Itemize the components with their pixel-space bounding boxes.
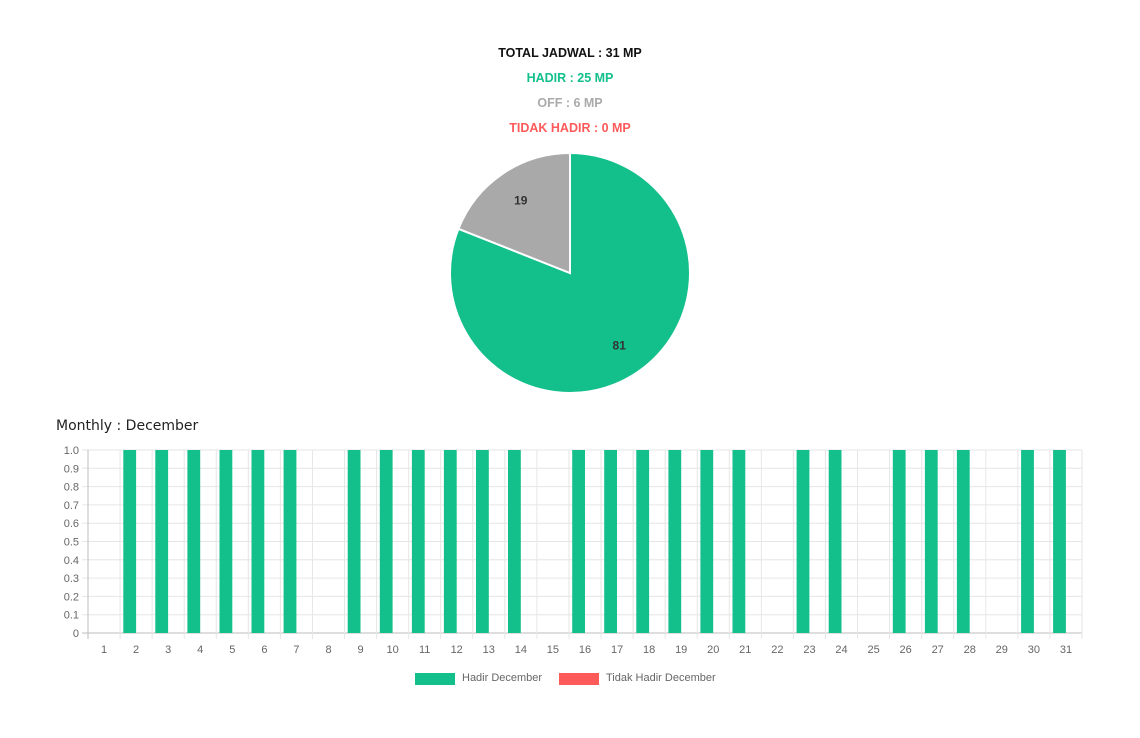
x-tick-label: 1 [101,644,107,656]
x-tick-label: 10 [386,644,398,656]
y-tick-label: 0.2 [64,591,79,603]
bar-hadir-day-19[interactable] [668,450,682,633]
bar-hadir-day-7[interactable] [283,450,297,633]
x-tick-label: 28 [964,644,976,656]
x-tick-label: 8 [325,644,331,656]
bar-hadir-day-10[interactable] [379,450,393,633]
bar-hadir-day-28[interactable] [956,450,970,633]
x-tick-label: 30 [1028,644,1040,656]
bar-hadir-day-23[interactable] [796,450,810,633]
x-tick-label: 7 [293,644,299,656]
bar-hadir-day-30[interactable] [1021,450,1034,633]
x-tick-label: 16 [579,644,591,656]
y-tick-label: 0.3 [64,573,79,585]
y-tick-label: 1.0 [64,445,79,457]
bar-chart-legend: Hadir December Tidak Hadir December [0,671,1140,687]
bar-hadir-day-14[interactable] [508,450,521,633]
x-tick-label: 5 [229,644,235,656]
bar-hadir-day-16[interactable] [572,450,585,633]
bar-hadir-day-13[interactable] [476,450,489,633]
bar-hadir-day-18[interactable] [636,450,650,633]
bar-hadir-day-27[interactable] [924,450,938,633]
x-tick-label: 13 [483,644,495,656]
y-tick-label: 0.4 [64,555,79,567]
bar-hadir-day-20[interactable] [700,450,714,633]
x-tick-label: 24 [835,644,847,656]
monthly-chart-title: Monthly : December [56,418,199,434]
pie-slice-19[interactable] [457,151,571,275]
y-tick-label: 0.1 [64,610,79,622]
y-tick-label: 0.9 [64,463,79,475]
present-count-text: HADIR : 25 MP [526,71,614,85]
pie-slice-label: 19 [514,194,528,208]
bar-hadir-day-17[interactable] [604,450,617,633]
bar-hadir-day-12[interactable] [443,450,457,633]
x-tick-label: 2 [133,644,139,656]
bar-hadir-day-31[interactable] [1053,450,1066,633]
y-tick-label: 0.7 [64,500,79,512]
attendance-pie-chart: 81 19 [449,151,691,394]
absent-count-text: TIDAK HADIR : 0 MP [509,121,631,135]
bar-hadir-day-3[interactable] [155,450,169,633]
x-tick-label: 19 [675,644,687,656]
x-tick-label: 18 [643,644,655,656]
bar-hadir-day-4[interactable] [187,450,201,633]
bar-hadir-day-6[interactable] [251,450,265,633]
x-tick-label: 29 [996,644,1008,656]
x-tick-label: 6 [261,644,267,656]
total-schedule-text: TOTAL JADWAL : 31 MP [498,46,642,60]
legend-label-hadir[interactable]: Hadir December [462,672,543,684]
legend-swatch-tidak-hadir[interactable] [559,673,599,685]
x-tick-label: 17 [611,644,623,656]
x-tick-label: 11 [419,644,430,656]
x-tick-label: 31 [1060,644,1072,656]
y-tick-label: 0.5 [64,537,79,549]
off-count-text: OFF : 6 MP [537,96,603,110]
pie-slice-label: 81 [613,339,627,353]
x-tick-label: 21 [739,644,751,656]
bar-hadir-day-21[interactable] [732,450,746,633]
x-tick-label: 12 [451,644,463,656]
x-tick-label: 26 [899,644,911,656]
x-tick-label: 9 [357,644,363,656]
y-tick-label: 0 [73,628,79,640]
x-tick-label: 4 [197,644,203,656]
x-tick-label: 14 [515,644,527,656]
bar-hadir-day-11[interactable] [411,450,425,633]
x-tick-label: 3 [165,644,171,656]
x-tick-label: 22 [771,644,783,656]
x-tick-label: 23 [803,644,815,656]
bar-hadir-day-26[interactable] [892,450,906,633]
legend-label-tidak-hadir[interactable]: Tidak Hadir December [606,672,716,684]
x-tick-label: 25 [867,644,879,656]
bar-hadir-day-5[interactable] [219,450,233,633]
bar-hadir-day-9[interactable] [347,450,361,633]
pie-slice-81[interactable] [449,151,691,394]
y-tick-label: 0.8 [64,482,79,494]
bar-hadir-day-2[interactable] [123,450,137,633]
bar-hadir-day-24[interactable] [828,450,842,633]
legend-swatch-hadir[interactable] [415,673,455,685]
x-tick-label: 27 [932,644,944,656]
x-tick-label: 20 [707,644,719,656]
y-tick-label: 0.6 [64,518,79,530]
x-tick-label: 15 [547,644,559,656]
